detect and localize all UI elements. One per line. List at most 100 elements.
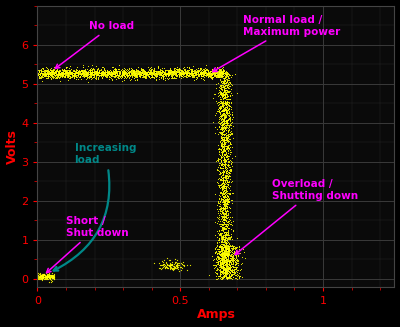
Point [220,241,226,247]
Point [217,244,224,249]
Point [224,162,230,167]
Point [114,70,120,75]
Point [222,246,229,251]
Point [133,73,139,78]
Point [40,66,46,72]
Point [220,121,227,126]
Point [171,72,178,77]
Point [173,72,180,77]
Point [223,224,230,229]
Point [226,129,233,134]
Point [224,144,231,149]
Point [50,276,56,281]
Point [78,72,85,77]
Point [221,88,227,93]
Point [75,71,81,76]
Point [194,67,200,73]
Point [44,65,50,71]
Point [227,250,234,255]
Point [38,70,44,75]
Point [53,74,60,79]
Point [225,213,231,218]
Point [77,71,83,77]
Point [151,68,157,73]
Point [129,74,136,79]
Point [50,71,56,76]
Point [228,253,234,259]
Point [222,83,228,88]
Point [150,69,156,75]
Point [209,75,215,80]
Point [91,71,98,76]
Point [44,273,50,279]
Point [205,68,211,73]
Point [117,72,124,77]
Point [151,72,158,77]
Point [224,108,230,113]
Point [102,70,108,75]
Point [136,68,142,74]
Point [113,69,119,75]
Point [224,120,230,125]
Point [174,266,180,271]
Point [223,243,230,248]
Point [181,66,188,71]
Point [63,70,69,75]
Point [218,68,224,73]
Point [149,75,155,80]
Point [215,91,222,96]
Point [214,203,220,208]
Point [42,275,48,280]
Point [87,71,94,77]
Point [67,73,74,78]
Point [219,102,225,107]
Point [226,243,232,249]
Point [47,67,54,72]
Point [220,121,227,126]
Point [223,269,229,274]
Point [128,72,135,77]
Point [220,264,226,269]
Point [81,67,87,73]
Point [217,171,223,176]
Point [54,72,61,77]
Point [218,256,224,261]
Point [218,112,224,117]
Point [130,71,136,77]
Point [216,69,222,74]
Point [54,71,60,77]
Point [41,272,48,277]
Point [216,250,223,256]
Point [212,73,218,78]
Point [219,163,225,168]
Point [222,255,228,260]
Point [218,85,224,91]
Point [145,75,152,80]
Point [58,70,65,76]
Point [83,71,89,76]
Point [228,91,234,96]
Point [49,68,56,73]
Point [199,71,205,76]
Point [61,68,67,74]
Point [94,69,100,75]
Point [200,76,206,81]
Point [229,111,236,116]
Point [39,274,46,279]
Point [222,107,228,112]
Point [45,76,51,81]
Point [222,138,229,143]
Point [164,262,170,267]
Point [188,70,194,75]
Point [223,250,230,256]
Point [217,90,224,95]
Point [50,274,56,280]
Point [218,152,225,158]
Point [96,71,102,76]
Point [232,260,238,265]
Point [191,70,198,75]
Point [98,72,105,77]
Point [162,71,168,77]
Point [180,70,187,75]
Point [220,249,227,254]
